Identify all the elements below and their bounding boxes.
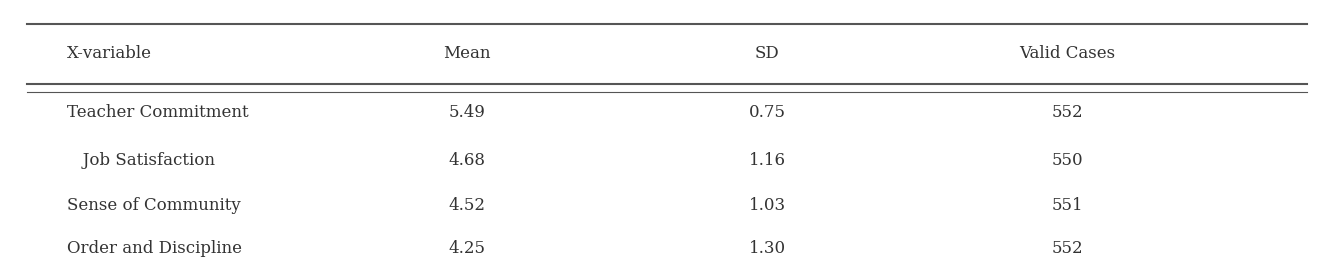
Text: Order and Discipline: Order and Discipline	[67, 240, 241, 257]
Text: Valid Cases: Valid Cases	[1019, 45, 1115, 62]
Text: 1.30: 1.30	[748, 240, 786, 257]
Text: 4.25: 4.25	[448, 240, 486, 257]
Text: 5.49: 5.49	[448, 104, 486, 121]
Text: X-variable: X-variable	[67, 45, 152, 62]
Text: Job Satisfaction: Job Satisfaction	[67, 152, 215, 169]
Text: 4.52: 4.52	[448, 197, 486, 214]
Text: Teacher Commitment: Teacher Commitment	[67, 104, 248, 121]
Text: 551: 551	[1051, 197, 1083, 214]
Text: 4.68: 4.68	[448, 152, 486, 169]
Text: 0.75: 0.75	[748, 104, 786, 121]
Text: 552: 552	[1051, 104, 1083, 121]
Text: Sense of Community: Sense of Community	[67, 197, 240, 214]
Text: 1.03: 1.03	[748, 197, 786, 214]
Text: 1.16: 1.16	[748, 152, 786, 169]
Text: 552: 552	[1051, 240, 1083, 257]
Text: 550: 550	[1051, 152, 1083, 169]
Text: SD: SD	[755, 45, 779, 62]
Text: Mean: Mean	[443, 45, 491, 62]
